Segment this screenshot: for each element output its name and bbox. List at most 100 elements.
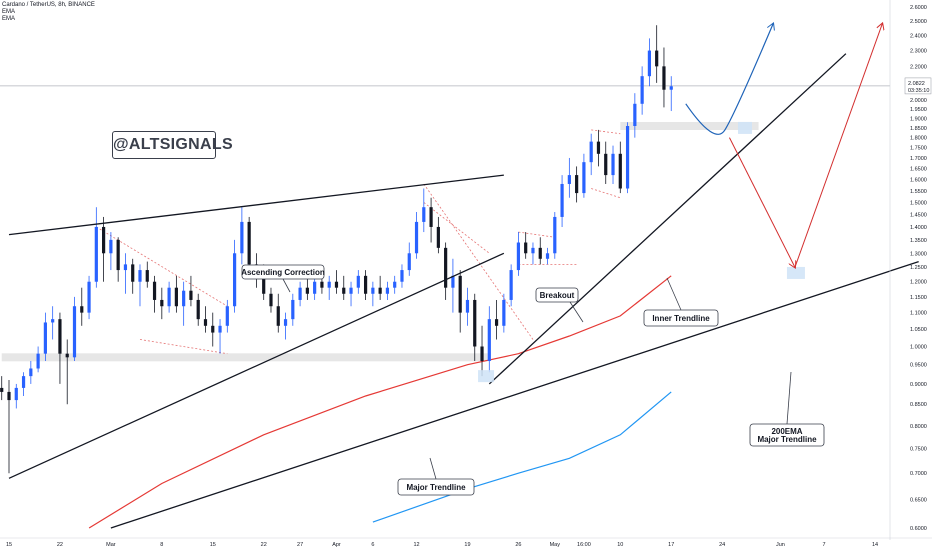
candle-body [436, 226, 440, 248]
candle-body [87, 281, 91, 313]
candle-body [298, 287, 302, 300]
price-tick-label: 0.8000 [910, 424, 927, 430]
candle-body [625, 126, 630, 189]
candle-body [545, 253, 550, 259]
price-tick-label: 0.9500 [910, 363, 927, 369]
chart-title: Cardano / TetherUS, 8h, BINANCE [2, 2, 95, 8]
time-tick-label: Apr [332, 542, 341, 548]
support-zones [1, 122, 759, 362]
time-tick-label: 24 [719, 542, 725, 548]
candle-body [538, 247, 542, 259]
indicator-label-ema-2[interactable]: EMA [2, 16, 16, 22]
candle-body [262, 270, 266, 294]
target-box-upper [738, 121, 753, 134]
leader-inner-trendline [666, 277, 682, 311]
trendline-3 [488, 53, 847, 385]
price-tick-label: 1.1000 [910, 311, 927, 317]
candle-body [363, 275, 368, 294]
candlestick-series [0, 25, 673, 474]
price-tick-label: 0.6500 [910, 498, 927, 504]
price-tick-label: 1.7500 [910, 146, 927, 152]
candle-body [58, 319, 62, 354]
trendline-2 [110, 260, 919, 529]
candle-body [567, 175, 571, 184]
price-tick-label: 1.9000 [910, 116, 927, 122]
candle-body [589, 141, 593, 163]
candle-body [320, 281, 324, 288]
price-axis[interactable]: 2.60002.50002.40002.30002.20002.10002.00… [889, 0, 932, 540]
candle-body [276, 306, 280, 326]
candle-body [560, 183, 564, 217]
price-tick-label: 1.6500 [910, 167, 927, 173]
candle-body [232, 253, 237, 307]
projection-red-1 [794, 24, 882, 268]
time-tick-label: 15 [6, 542, 12, 548]
candle-body [36, 353, 40, 369]
watermark-logo: @ALTSIGNALS [112, 131, 233, 159]
candle-body [116, 239, 120, 271]
candle-body [123, 264, 128, 271]
candle-body [596, 141, 601, 154]
candle-body [385, 287, 390, 294]
price-tick-label: 1.1500 [910, 295, 927, 301]
price-tick-label: 1.7000 [910, 156, 927, 162]
price-tick-label: 0.8500 [910, 402, 927, 408]
projection-arrows [478, 24, 882, 383]
time-tick-label: May [550, 542, 561, 548]
time-tick-label: 22 [261, 542, 267, 548]
label-ascending-correction: Ascending Correction [241, 268, 325, 277]
candle-body [131, 264, 135, 282]
pattern-guide-3 [423, 202, 490, 254]
price-tick-label: 1.8500 [910, 126, 927, 132]
time-tick-label: 10 [617, 542, 623, 548]
time-tick-label: Jun [776, 542, 785, 548]
candle-body [240, 221, 244, 254]
candle-body [393, 281, 397, 288]
price-tick-label: 1.4500 [910, 212, 927, 218]
candle-body [647, 50, 652, 77]
candle-body [502, 299, 506, 326]
price-tick-label: 1.3500 [910, 238, 927, 244]
candle-body [29, 368, 33, 377]
time-axis[interactable]: 15 22 Mar 8 15 22 27 Apr 6 12 19 26 May 16:00 10 17 24 Ju… [0, 537, 932, 548]
pattern-guide-1 [139, 339, 228, 355]
candle-body [509, 270, 513, 300]
time-tick-label: 22 [57, 542, 63, 548]
time-tick-label: 19 [464, 542, 470, 548]
candle-body [342, 287, 346, 294]
indicator-label-ema-1[interactable]: EMA [2, 9, 16, 15]
time-tick-label: 14 [872, 542, 878, 548]
leader-major-trendline [429, 457, 437, 480]
candle-body [465, 299, 470, 313]
label-breakout: Breakout [540, 291, 575, 300]
countdown-label: 03:35:10 [908, 88, 929, 94]
price-tick-label: 1.2500 [910, 265, 927, 271]
candle-body [356, 275, 360, 288]
candle-body [145, 270, 149, 282]
candle-body [429, 207, 433, 227]
time-tick-label: Mar [106, 542, 116, 548]
label-breakout-box [535, 287, 579, 303]
leader-breakout [569, 301, 584, 323]
time-tick-label: 6 [371, 542, 374, 548]
price-tick-label: 2.2000 [910, 64, 927, 70]
trendline-0 [8, 174, 504, 236]
candle-body [80, 306, 84, 313]
current-price-box [904, 77, 932, 95]
candle-body [0, 387, 4, 392]
candle-body [407, 253, 411, 271]
candle-body [65, 353, 69, 358]
current-price-label: 2.0822 [908, 81, 925, 87]
candle-body [458, 275, 462, 313]
candle-body [305, 287, 309, 294]
price-tick-label: 0.7500 [910, 447, 927, 453]
candle-body [524, 242, 528, 254]
projection-red-0 [729, 137, 794, 268]
candle-body [283, 319, 288, 326]
candle-body [160, 299, 164, 307]
trendlines [8, 53, 919, 529]
candle-body [655, 50, 659, 67]
time-tick-label: 27 [297, 542, 303, 548]
